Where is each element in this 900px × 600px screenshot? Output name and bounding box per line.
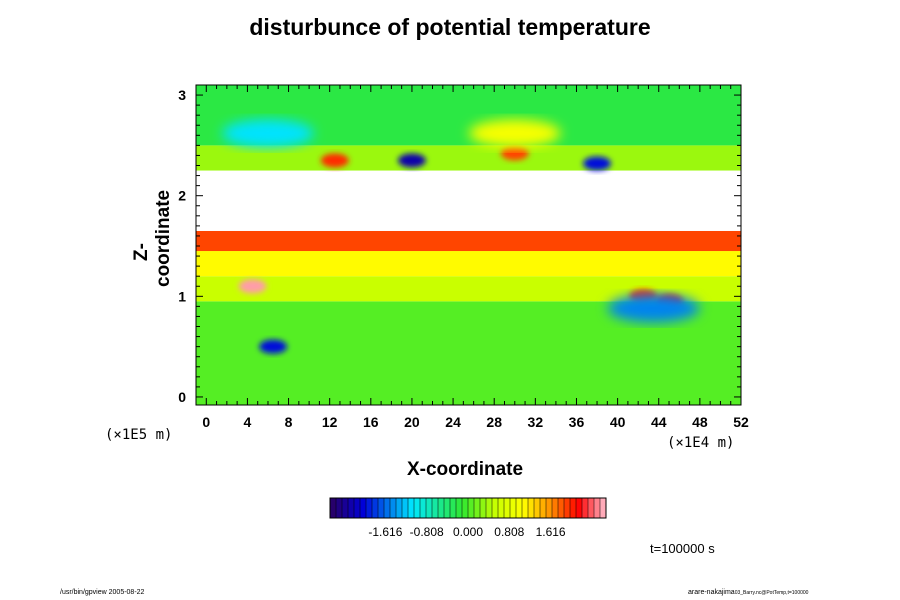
footer-command: /usr/bin/gpview 2005-08-22	[60, 589, 145, 596]
colorbar-cell	[498, 498, 505, 518]
colorbar-cell	[462, 498, 469, 518]
colorbar-cell	[534, 498, 541, 518]
colorbar-cell	[330, 498, 337, 518]
x-axis-label: X-coordinate	[406, 459, 524, 480]
colorbar-cell	[570, 498, 577, 518]
colorbar-cell	[486, 498, 493, 518]
y-tick-label: 1	[178, 288, 186, 304]
colorbar-cell	[426, 498, 433, 518]
colorbar-cell	[342, 498, 349, 518]
footer-credit-sub: 03_Barry.nc@PotTemp,t=100000	[734, 590, 809, 596]
colorbar-cell	[396, 498, 403, 518]
x-tick-label: 20	[404, 414, 420, 430]
x-tick-label: 0	[202, 414, 210, 430]
colorbar-cell	[414, 498, 421, 518]
field-band-3	[196, 230, 741, 252]
x-tick-label: 24	[445, 414, 461, 430]
y-axis-label: Z-coordinate	[131, 189, 174, 287]
colorbar-cell	[492, 498, 499, 518]
colorbar-cell	[372, 498, 379, 518]
colorbar-tick-label: -1.616	[368, 525, 402, 539]
colorbar-cell	[336, 498, 343, 518]
colorbar-cell	[432, 498, 439, 518]
field-feature-8	[607, 294, 700, 323]
time-label: t=100000 s	[650, 541, 715, 556]
colorbar-tick-label: 1.616	[536, 525, 566, 539]
colorbar-cell	[552, 498, 559, 518]
x-tick-label: 4	[244, 414, 252, 430]
colorbar-tick-label: -0.808	[410, 525, 444, 539]
colorbar-cell	[528, 498, 535, 518]
x-multiplier-label: (×1E4 m)	[667, 435, 735, 451]
colorbar-cell	[594, 498, 601, 518]
x-tick-label: 32	[528, 414, 544, 430]
colorbar-cell	[504, 498, 511, 518]
colorbar: -1.616 -0.808 0.000 0.808 1.616	[329, 497, 607, 539]
y-tick-label: 2	[178, 188, 186, 204]
colorbar-cell	[384, 498, 391, 518]
x-tick-label: 8	[285, 414, 293, 430]
field-feature-3	[397, 153, 426, 168]
colorbar-cell	[366, 498, 373, 518]
colorbar-cell	[588, 498, 595, 518]
colorbar-cell	[438, 498, 445, 518]
chart-title: disturbunce of potential temperature	[249, 14, 651, 40]
x-tick-label: 44	[651, 414, 667, 430]
colorbar-cell	[468, 498, 475, 518]
colorbar-cell	[600, 498, 607, 518]
field-feature-1	[259, 339, 288, 354]
colorbar-cell	[474, 498, 481, 518]
y-tick-label: 0	[178, 389, 186, 405]
colorbar-cell	[378, 498, 385, 518]
field-band-2	[196, 251, 741, 277]
colorbar-cell	[582, 498, 589, 518]
x-tick-label: 48	[692, 414, 708, 430]
field-band-4	[196, 170, 741, 231]
colorbar-cell	[522, 498, 529, 518]
colorbar-cell	[456, 498, 463, 518]
colorbar-cell	[510, 498, 517, 518]
colorbar-cell	[450, 498, 457, 518]
x-tick-label: 52	[733, 414, 749, 430]
colorbar-cell	[348, 498, 355, 518]
colorbar-cell	[444, 498, 451, 518]
colorbar-tick-label: 0.000	[453, 525, 483, 539]
field-feature-5	[583, 156, 612, 171]
footer-credit: arare-nakajima03_Barry.nc@PotTemp,t=1000…	[688, 589, 808, 596]
field-band-5	[196, 145, 741, 171]
colorbar-cell	[546, 498, 553, 518]
x-tick-label: 36	[569, 414, 585, 430]
colorbar-cell	[420, 498, 427, 518]
colorbar-tick-label: 0.808	[494, 525, 524, 539]
colorbar-cell	[390, 498, 397, 518]
x-tick-label: 16	[363, 414, 379, 430]
colorbar-frame	[329, 497, 607, 519]
footer-credit-main: arare-nakajima	[688, 589, 735, 596]
x-tick-label: 40	[610, 414, 626, 430]
field-feature-9	[221, 119, 314, 148]
field-feature-4	[500, 146, 529, 161]
x-tick-label: 12	[322, 414, 338, 430]
heatmap-features	[221, 119, 700, 354]
colorbar-cell	[480, 498, 487, 518]
colorbar-cell	[540, 498, 547, 518]
plot-frame	[195, 84, 742, 406]
x-tick-label: 28	[486, 414, 502, 430]
field-feature-0	[238, 279, 267, 294]
field-feature-2	[320, 153, 349, 168]
colorbar-cell	[360, 498, 367, 518]
y-tick-label: 3	[178, 87, 186, 103]
field-feature-10	[468, 119, 561, 148]
colorbar-cell	[576, 498, 583, 518]
colorbar-cell	[516, 498, 523, 518]
colorbar-cell	[402, 498, 409, 518]
colorbar-cell	[354, 498, 361, 518]
colorbar-cell	[558, 498, 565, 518]
colorbar-cell	[564, 498, 571, 518]
z-multiplier-label: (×1E5 m)	[105, 427, 173, 443]
colorbar-cell	[408, 498, 415, 518]
